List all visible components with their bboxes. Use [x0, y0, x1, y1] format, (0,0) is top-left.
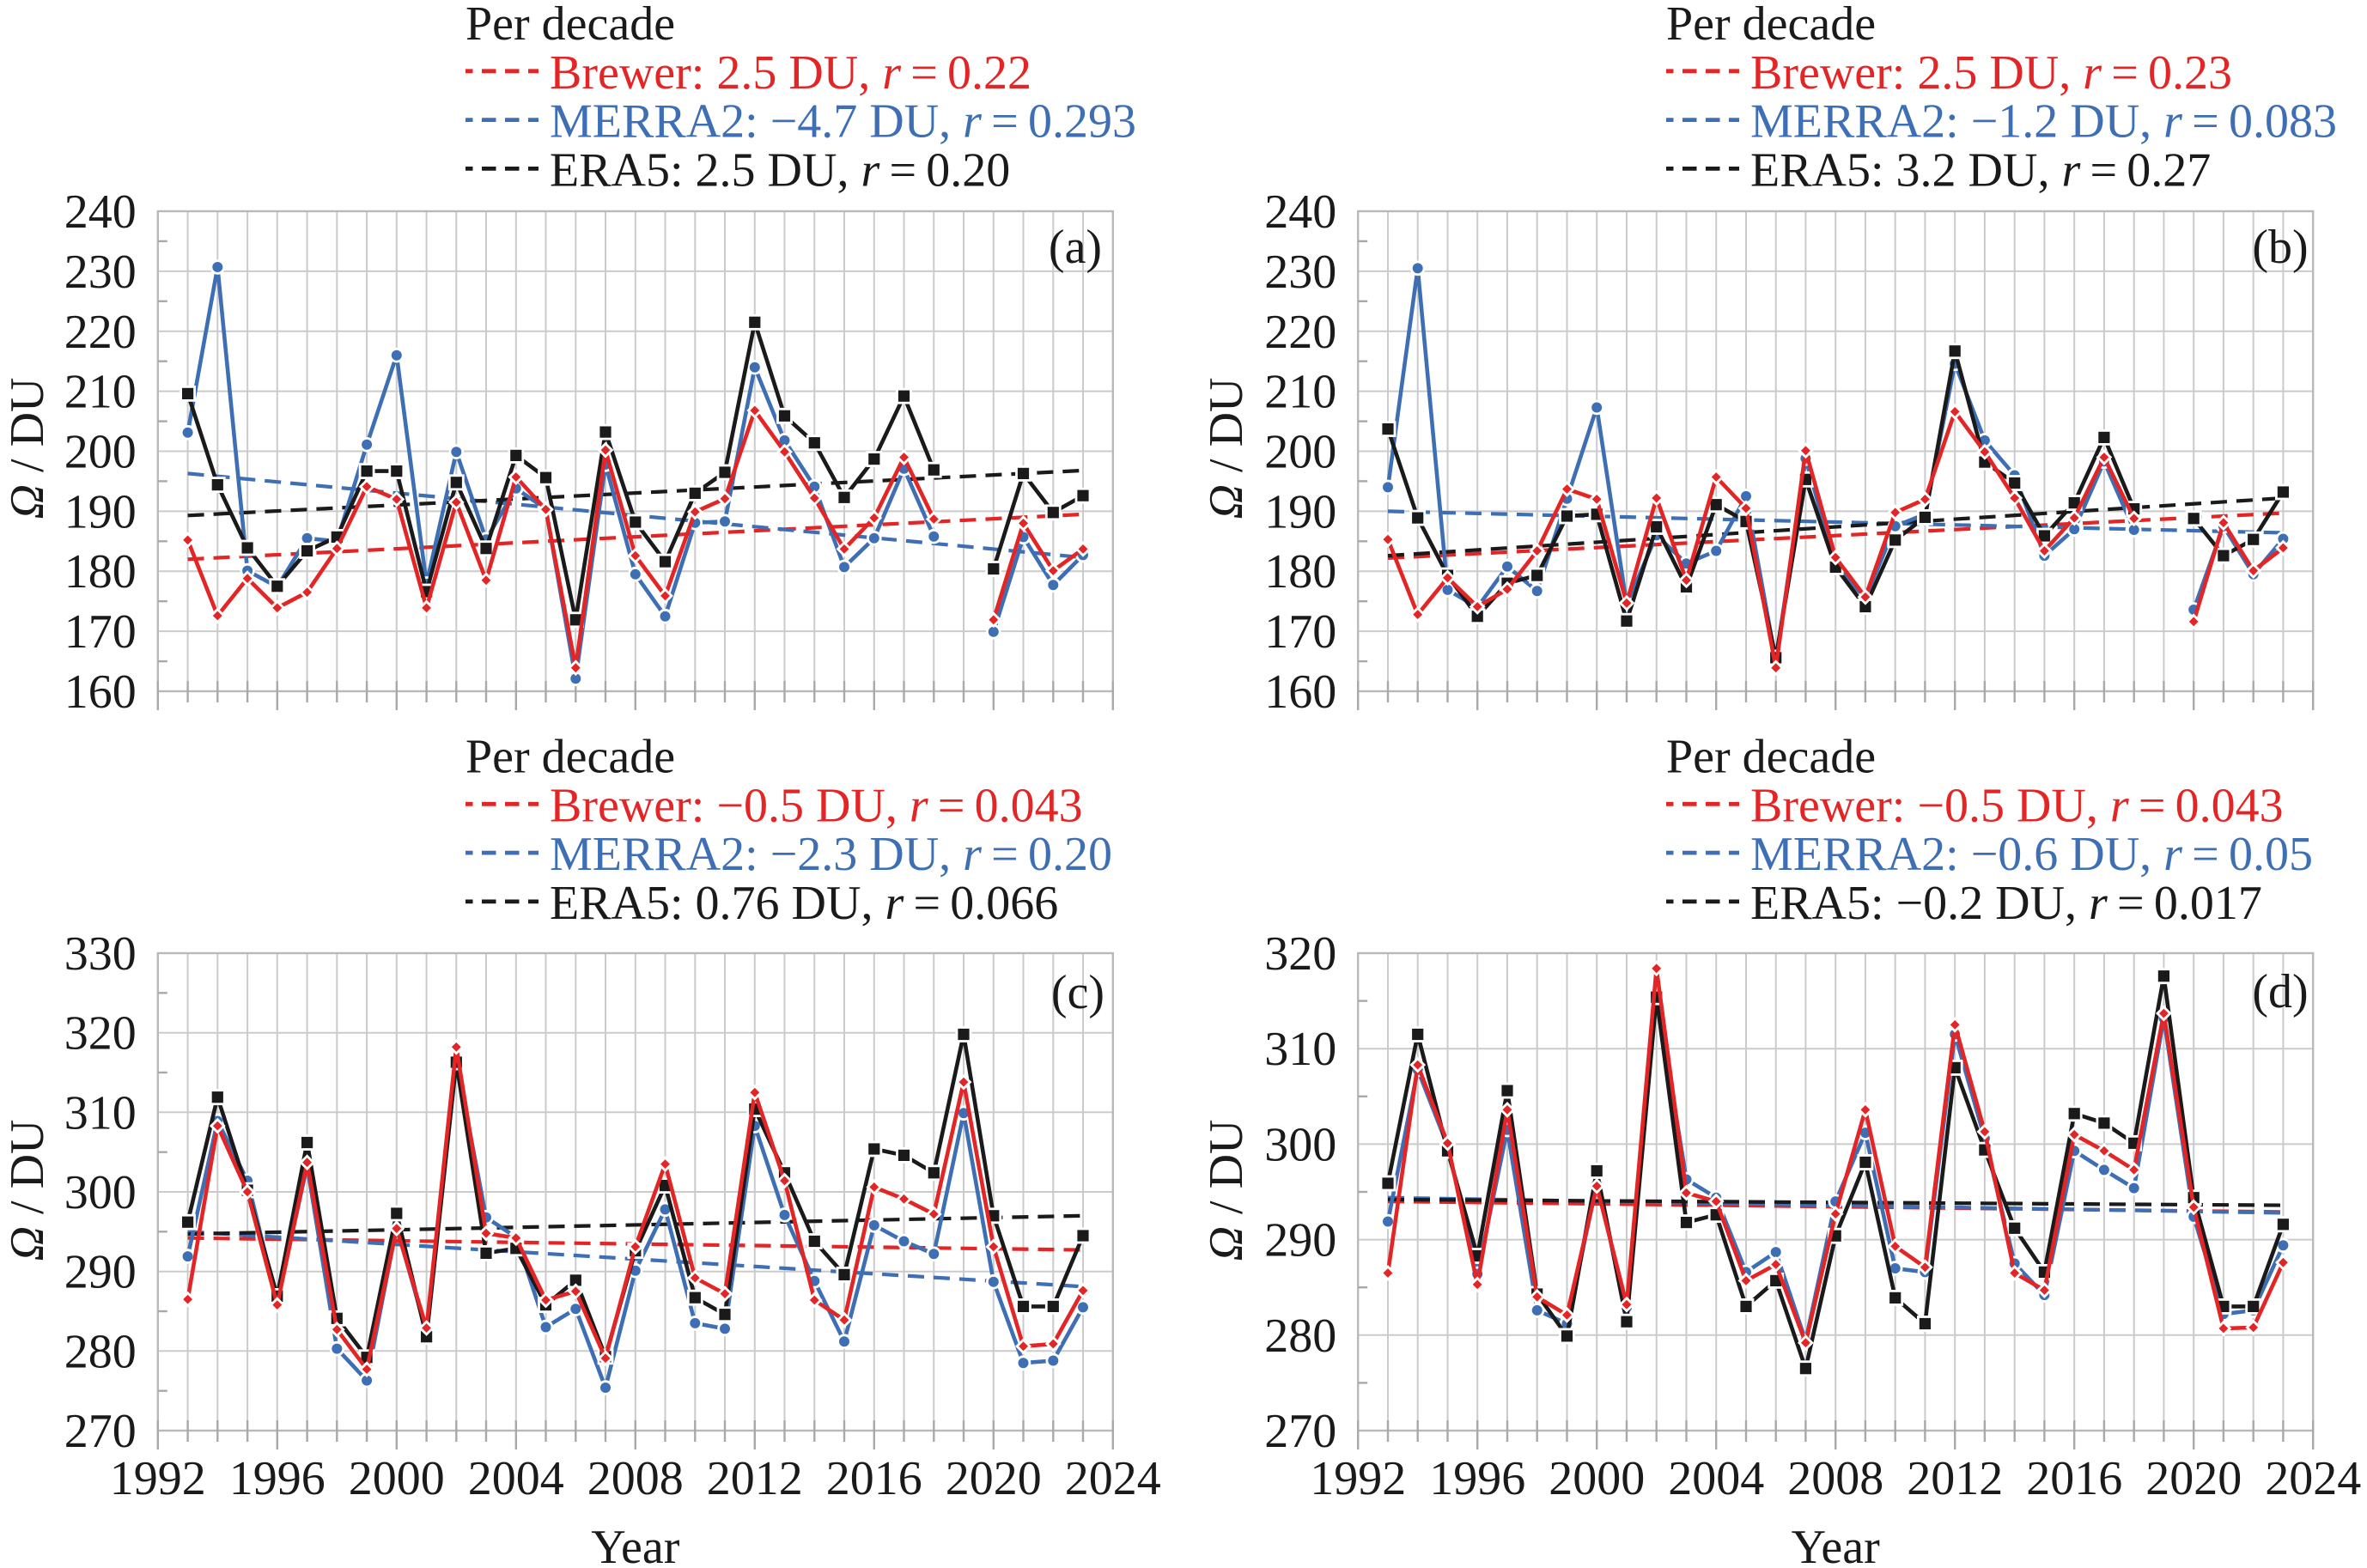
svg-text:220: 220	[1264, 306, 1336, 359]
svg-text:2000: 2000	[1549, 1452, 1645, 1505]
svg-text:2012: 2012	[1907, 1452, 2003, 1505]
svg-text:1992: 1992	[1310, 1452, 1406, 1505]
svg-text:ERA5: 0.76 DU, r = 0.066: ERA5: 0.76 DU, r = 0.066	[550, 877, 1058, 930]
svg-text:160: 160	[1264, 665, 1336, 719]
svg-text:170: 170	[1264, 605, 1336, 659]
svg-text:MERRA2: −1.2 DU, r = 0.083: MERRA2: −1.2 DU, r = 0.083	[1750, 95, 2337, 149]
svg-text:300: 300	[64, 1166, 137, 1219]
svg-text:180: 180	[1264, 545, 1336, 599]
svg-text:2008: 2008	[1787, 1452, 1883, 1505]
svg-text:280: 280	[64, 1325, 137, 1378]
svg-text:2016: 2016	[2026, 1452, 2122, 1505]
svg-text:200: 200	[64, 426, 137, 479]
svg-text:210: 210	[64, 366, 137, 419]
svg-text:290: 290	[64, 1246, 137, 1299]
svg-text:2020: 2020	[946, 1452, 1042, 1505]
svg-text:2024: 2024	[1065, 1452, 1161, 1505]
svg-text:1996: 1996	[229, 1452, 326, 1505]
svg-text:190: 190	[64, 485, 137, 538]
svg-text:Brewer: −0.5 DU, r = 0.043: Brewer: −0.5 DU, r = 0.043	[550, 779, 1083, 832]
svg-text:2008: 2008	[587, 1452, 684, 1505]
svg-text:210: 210	[1264, 366, 1336, 419]
svg-text:280: 280	[1264, 1310, 1336, 1363]
svg-text:320: 320	[64, 1007, 137, 1061]
svg-text:Brewer: −0.5 DU, r = 0.043: Brewer: −0.5 DU, r = 0.043	[1750, 779, 2284, 832]
svg-text:Ω / DU: Ω / DU	[1200, 378, 1253, 520]
svg-text:270: 270	[1264, 1405, 1336, 1458]
svg-text:(b): (b)	[2252, 221, 2308, 274]
svg-text:220: 220	[64, 306, 137, 359]
svg-text:ERA5: 2.5 DU, r = 0.20: ERA5: 2.5 DU, r = 0.20	[550, 143, 1010, 197]
svg-text:1996: 1996	[1429, 1452, 1525, 1505]
svg-text:230: 230	[1264, 246, 1336, 299]
svg-text:170: 170	[64, 605, 137, 659]
svg-text:Year: Year	[591, 1521, 680, 1568]
svg-text:Brewer: 2.5 DU, r = 0.23: Brewer: 2.5 DU, r = 0.23	[1750, 46, 2232, 100]
svg-text:Per decade: Per decade	[1666, 0, 1876, 51]
svg-text:MERRA2: −4.7 DU, r = 0.293: MERRA2: −4.7 DU, r = 0.293	[550, 95, 1136, 149]
svg-text:160: 160	[64, 665, 137, 719]
svg-text:320: 320	[1264, 927, 1336, 981]
svg-text:180: 180	[64, 545, 137, 599]
svg-text:Brewer: 2.5 DU, r = 0.22: Brewer: 2.5 DU, r = 0.22	[550, 46, 1031, 100]
svg-text:240: 240	[1264, 185, 1336, 239]
svg-text:Year: Year	[1792, 1521, 1881, 1568]
svg-text:MERRA2: −0.6 DU, r = 0.05: MERRA2: −0.6 DU, r = 0.05	[1750, 828, 2313, 881]
svg-text:Per decade: Per decade	[465, 731, 675, 784]
svg-text:2004: 2004	[468, 1452, 564, 1505]
svg-text:310: 310	[64, 1086, 137, 1140]
svg-text:290: 290	[1264, 1214, 1336, 1267]
svg-text:300: 300	[1264, 1118, 1336, 1171]
svg-text:330: 330	[64, 927, 137, 981]
svg-text:2000: 2000	[349, 1452, 445, 1505]
svg-text:ERA5: −0.2 DU, r = 0.017: ERA5: −0.2 DU, r = 0.017	[1750, 877, 2262, 930]
svg-text:2024: 2024	[2265, 1452, 2361, 1505]
svg-text:Per decade: Per decade	[1666, 731, 1876, 784]
svg-text:Ω / DU: Ω / DU	[1, 378, 54, 520]
svg-text:270: 270	[64, 1405, 137, 1458]
svg-text:240: 240	[64, 185, 137, 239]
svg-text:Ω / DU: Ω / DU	[1200, 1120, 1253, 1261]
svg-text:2020: 2020	[2145, 1452, 2242, 1505]
svg-text:190: 190	[1264, 485, 1336, 538]
svg-text:2004: 2004	[1668, 1452, 1764, 1505]
svg-text:1992: 1992	[110, 1452, 206, 1505]
svg-text:310: 310	[1264, 1023, 1336, 1076]
svg-text:MERRA2: −2.3 DU, r = 0.20: MERRA2: −2.3 DU, r = 0.20	[550, 828, 1112, 881]
svg-text:Per decade: Per decade	[465, 0, 675, 51]
svg-text:230: 230	[64, 246, 137, 299]
svg-text:ERA5: 3.2 DU, r = 0.27: ERA5: 3.2 DU, r = 0.27	[1750, 143, 2211, 197]
svg-text:(c): (c)	[1051, 966, 1104, 1019]
svg-text:2016: 2016	[826, 1452, 922, 1505]
svg-text:2012: 2012	[707, 1452, 803, 1505]
svg-text:(d): (d)	[2252, 965, 2308, 1018]
svg-text:(a): (a)	[1049, 221, 1102, 274]
svg-text:200: 200	[1264, 426, 1336, 479]
svg-text:Ω / DU: Ω / DU	[1, 1120, 54, 1261]
